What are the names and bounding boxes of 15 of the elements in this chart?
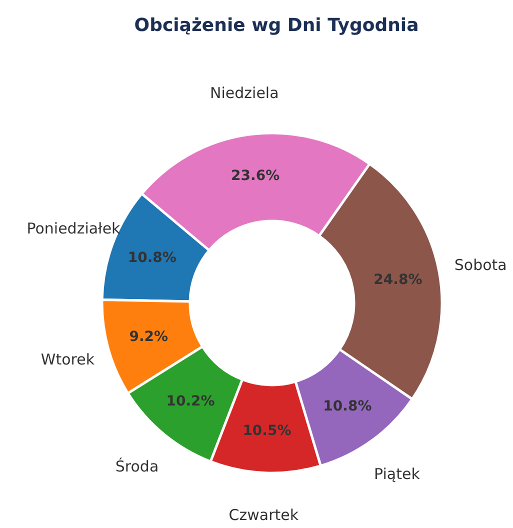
data-label: 10.8% <box>323 398 372 414</box>
data-label: 23.6% <box>231 168 280 184</box>
slice-label: Środa <box>115 457 159 476</box>
data-label: 10.8% <box>128 250 176 266</box>
slice-label: Czwartek <box>228 506 299 524</box>
chart-title: Obciążenie wg Dni Tygodnia <box>134 15 419 36</box>
data-label: 10.5% <box>242 422 292 439</box>
slice-label: Sobota <box>454 256 507 274</box>
data-label: 24.8% <box>374 272 422 288</box>
data-label: 10.2% <box>166 394 215 410</box>
slice-label: Piątek <box>374 465 420 484</box>
slice-label: Niedziela <box>210 84 279 102</box>
slice-label: Poniedziałek <box>26 220 121 238</box>
data-label: 9.2% <box>129 329 168 346</box>
slice-label: Wtorek <box>40 350 95 369</box>
